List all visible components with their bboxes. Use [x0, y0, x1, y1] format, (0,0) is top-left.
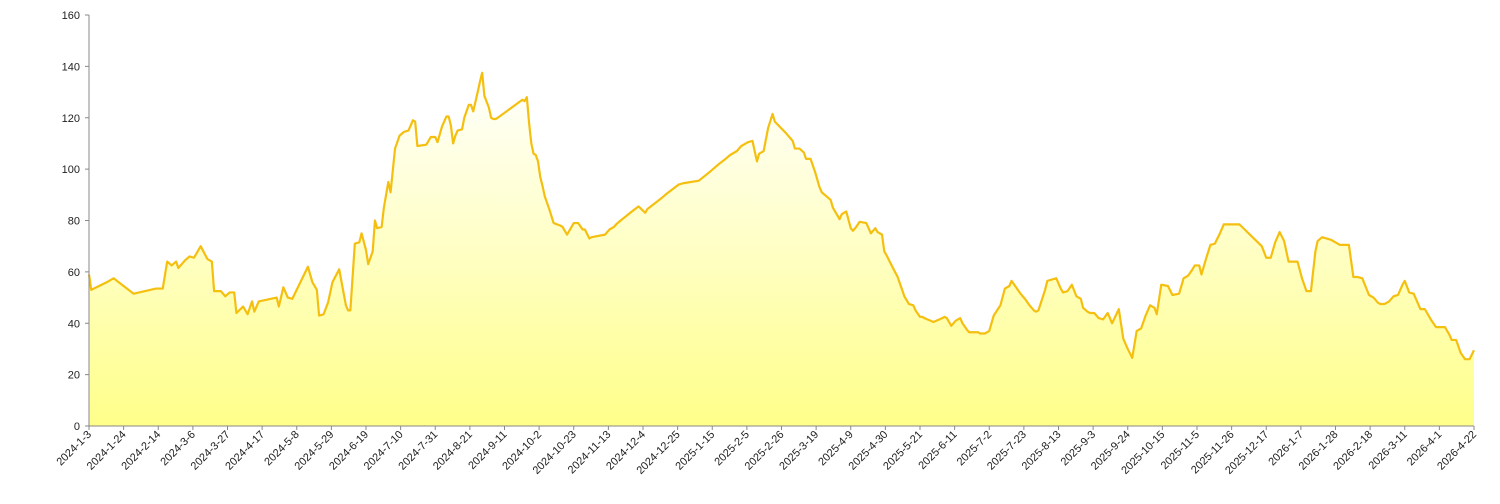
series-line: [87, 71, 1475, 361]
y-tick-label: 80: [68, 216, 80, 228]
y-axis-ticks: 0 20 40 60 80 100 120 140 160: [62, 10, 89, 433]
y-tick-label: 100: [62, 164, 80, 176]
x-axis-ticks: 2024-1-32024-1-242024-2-142024-3-62024-3…: [54, 426, 1479, 477]
y-tick-label: 0: [74, 421, 80, 433]
y-tick-label: 140: [62, 61, 80, 73]
y-tick-label: 160: [62, 10, 80, 22]
y-tick-label: 20: [68, 370, 80, 382]
y-tick-label: 40: [68, 318, 80, 330]
area-fill: [89, 72, 1474, 427]
plot-area: [87, 15, 1475, 427]
y-tick-label: 120: [62, 113, 80, 125]
y-tick-label: 60: [68, 267, 80, 279]
